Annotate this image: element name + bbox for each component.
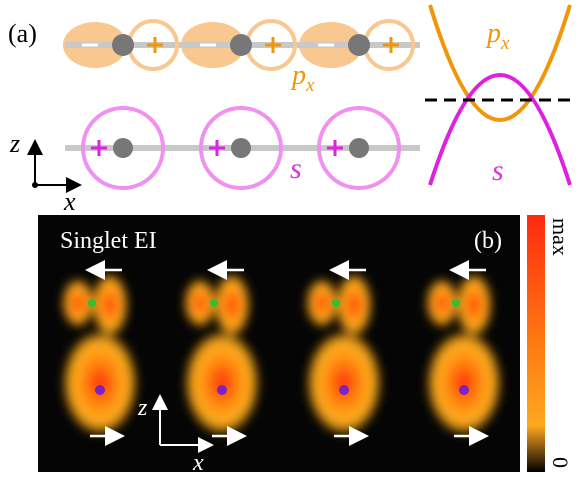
site — [339, 385, 349, 395]
axis-label: x — [192, 450, 204, 476]
figure: (a) px s z x px s Singlet EI (b) z x max… — [0, 0, 578, 477]
lobe — [215, 275, 249, 335]
atom — [112, 34, 134, 56]
atom — [113, 138, 133, 158]
panel-a: (a) px s z x px s — [8, 5, 575, 216]
site — [88, 299, 96, 307]
body — [428, 333, 500, 433]
body — [64, 333, 136, 433]
colorbar-label: 0 — [548, 457, 573, 468]
body — [308, 333, 380, 433]
band-label: s — [492, 154, 504, 187]
atom — [348, 34, 370, 56]
axis-origin — [32, 182, 38, 188]
panel-label: (b) — [474, 228, 502, 254]
site — [217, 385, 227, 395]
axis-label: z — [9, 129, 20, 158]
lobe — [337, 275, 371, 335]
site — [332, 299, 340, 307]
site — [210, 299, 218, 307]
panel-label: (a) — [8, 19, 37, 48]
colorbar — [527, 215, 545, 472]
orbital-label: s — [290, 152, 302, 185]
lobe — [93, 275, 127, 335]
body — [186, 333, 258, 433]
axis-label: z — [137, 395, 148, 421]
axis-label: x — [63, 187, 76, 216]
orbital-label: px — [290, 60, 315, 96]
colorbar-label: max — [548, 218, 573, 256]
lobe — [457, 275, 491, 335]
atom — [231, 138, 251, 158]
site — [95, 385, 105, 395]
panel-title: Singlet EI — [60, 228, 157, 254]
atom — [230, 34, 252, 56]
panel-b: Singlet EI (b) z x max 0 — [38, 215, 573, 476]
band-label: px — [485, 18, 510, 54]
site — [459, 385, 469, 395]
site — [452, 299, 460, 307]
atom — [349, 138, 369, 158]
